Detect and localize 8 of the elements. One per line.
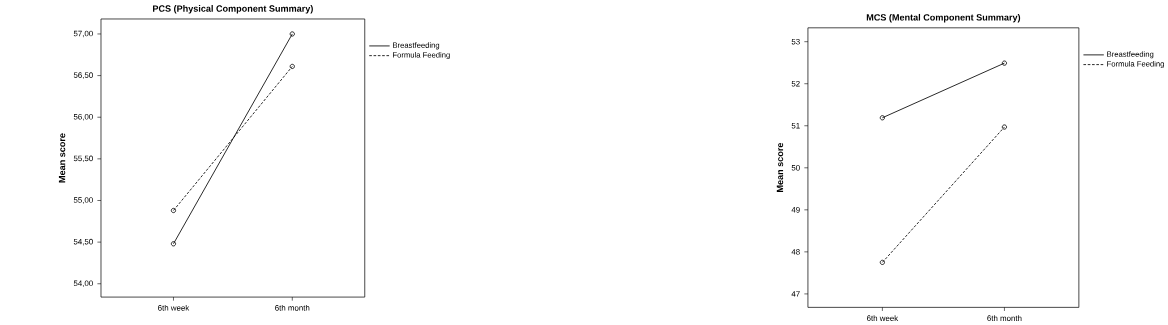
point (879, 259, 885, 265)
point (289, 63, 295, 70)
chart-title: MCS (Mental Component Summary) (866, 13, 1021, 23)
y-axis-title: Mean score (58, 133, 66, 183)
y-axis-title: Mean score (776, 142, 784, 192)
point (1001, 124, 1007, 130)
chart-title: PCS (Physical Component Summary) (153, 5, 313, 14)
point (170, 207, 177, 214)
